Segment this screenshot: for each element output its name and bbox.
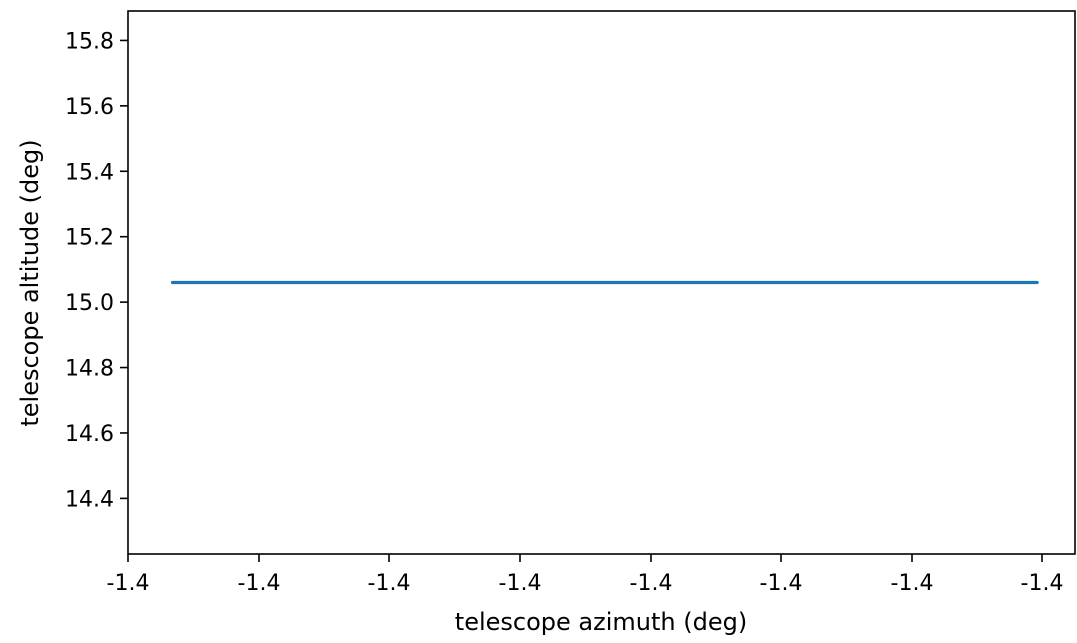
y-tick-label: 15.2 xyxy=(65,226,114,251)
y-tick-label: 15.8 xyxy=(65,29,114,54)
y-tick-label: 15.6 xyxy=(65,95,114,120)
x-tick-label: -1.4 xyxy=(630,571,673,596)
y-axis-ticks: 14.4 14.6 14.8 15.0 15.2 15.4 15.6 15.8 xyxy=(65,29,128,512)
y-tick-label: 14.4 xyxy=(65,487,114,512)
x-tick-label: -1.4 xyxy=(1021,571,1064,596)
x-tick-label: -1.4 xyxy=(368,571,411,596)
y-axis-label: telescope altitude (deg) xyxy=(16,139,44,426)
x-axis-ticks: -1.4 -1.4 -1.4 -1.4 -1.4 -1.4 -1.4 -1.4 xyxy=(107,554,1064,596)
x-tick-label: -1.4 xyxy=(499,571,542,596)
x-tick-label: -1.4 xyxy=(760,571,803,596)
x-tick-label: -1.4 xyxy=(891,571,934,596)
y-tick-label: 14.8 xyxy=(65,357,114,382)
y-tick-label: 15.4 xyxy=(65,160,114,185)
x-tick-label: -1.4 xyxy=(238,571,281,596)
axes-frame xyxy=(127,10,1076,555)
plot-area xyxy=(127,10,1076,555)
x-tick-label: -1.4 xyxy=(107,571,150,596)
y-tick-label: 15.0 xyxy=(65,291,114,316)
x-axis-label: telescope azimuth (deg) xyxy=(455,608,747,636)
y-tick-label: 14.6 xyxy=(65,422,114,447)
